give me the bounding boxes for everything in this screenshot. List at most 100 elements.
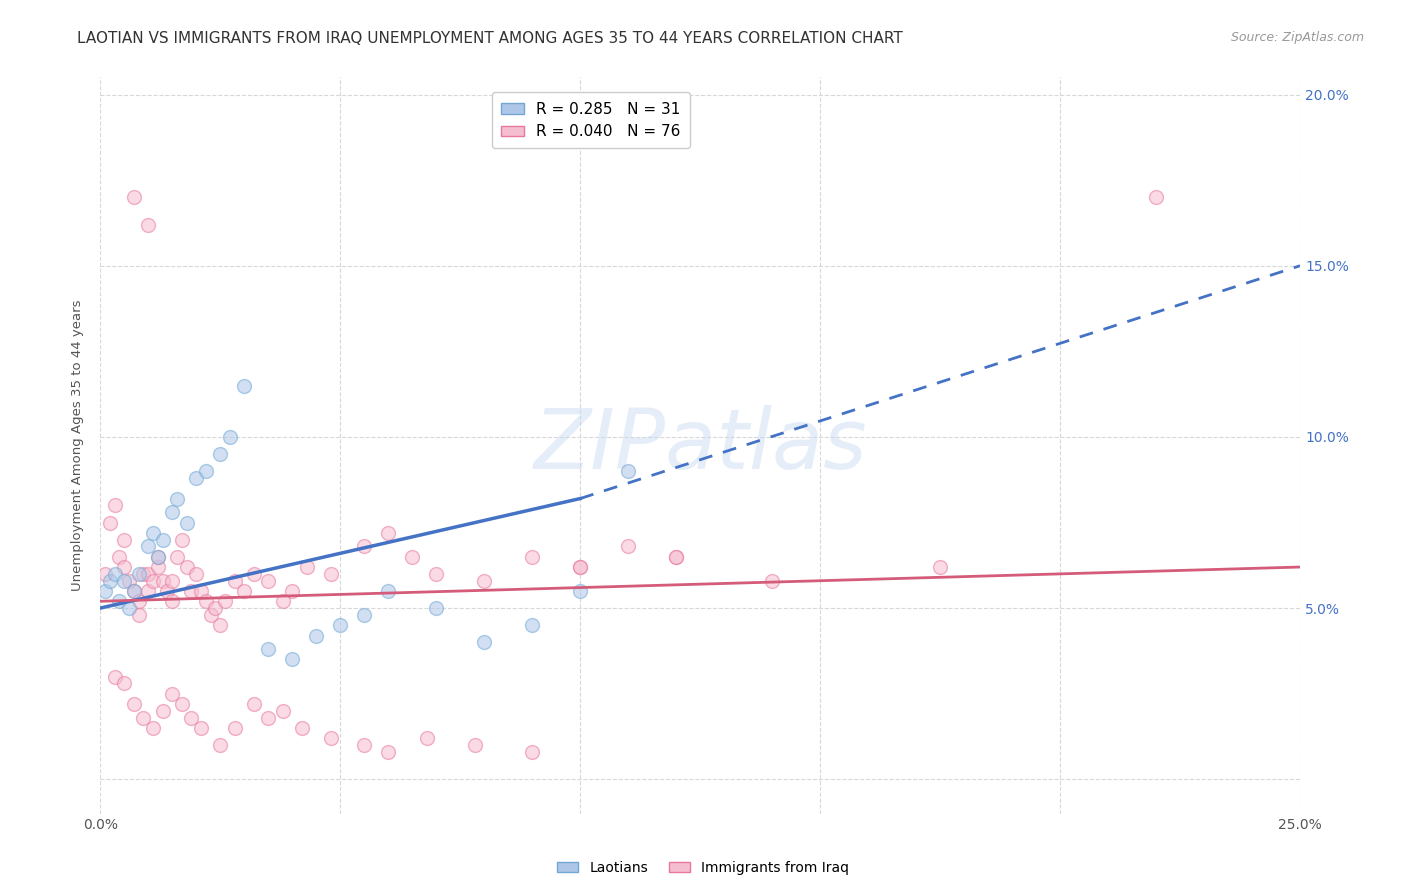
Point <box>209 618 232 632</box>
Point <box>271 704 294 718</box>
Point <box>122 190 145 204</box>
Point <box>214 594 236 608</box>
Text: ZIPatlas: ZIPatlas <box>533 405 868 486</box>
Point <box>319 731 342 746</box>
Point <box>122 584 145 599</box>
Point <box>209 447 232 461</box>
Point <box>257 711 280 725</box>
Point <box>190 721 212 735</box>
Point <box>377 525 399 540</box>
Point <box>472 635 495 649</box>
Point <box>200 607 222 622</box>
Point <box>118 601 141 615</box>
Point <box>353 540 375 554</box>
Point <box>112 574 135 588</box>
Point <box>170 697 193 711</box>
Point <box>520 549 543 564</box>
Point <box>132 711 155 725</box>
Point <box>176 516 198 530</box>
Point <box>160 505 183 519</box>
Point <box>761 574 783 588</box>
Point <box>305 628 328 642</box>
Text: Source: ZipAtlas.com: Source: ZipAtlas.com <box>1230 31 1364 45</box>
Point <box>98 516 121 530</box>
Point <box>160 594 183 608</box>
Point <box>464 738 486 752</box>
Point <box>142 721 165 735</box>
Point <box>128 607 150 622</box>
Point <box>233 584 256 599</box>
Point <box>665 549 688 564</box>
Point <box>136 218 159 232</box>
Point <box>160 574 183 588</box>
Point <box>520 618 543 632</box>
Point <box>104 499 127 513</box>
Point <box>204 601 226 615</box>
Point <box>415 731 437 746</box>
Point <box>569 560 592 574</box>
Point <box>160 687 183 701</box>
Point <box>319 566 342 581</box>
Point <box>243 697 266 711</box>
Point <box>122 697 145 711</box>
Point <box>194 464 217 478</box>
Point <box>146 549 169 564</box>
Point <box>190 584 212 599</box>
Point <box>377 584 399 599</box>
Point <box>291 721 314 735</box>
Point <box>152 704 174 718</box>
Legend: R = 0.285   N = 31, R = 0.040   N = 76: R = 0.285 N = 31, R = 0.040 N = 76 <box>492 93 690 148</box>
Point <box>128 594 150 608</box>
Point <box>401 549 423 564</box>
Text: LAOTIAN VS IMMIGRANTS FROM IRAQ UNEMPLOYMENT AMONG AGES 35 TO 44 YEARS CORRELATI: LAOTIAN VS IMMIGRANTS FROM IRAQ UNEMPLOY… <box>77 31 903 46</box>
Point <box>118 574 141 588</box>
Point <box>108 594 131 608</box>
Legend: Laotians, Immigrants from Iraq: Laotians, Immigrants from Iraq <box>551 855 855 880</box>
Point <box>142 574 165 588</box>
Point <box>218 430 240 444</box>
Point <box>665 549 688 564</box>
Point <box>128 566 150 581</box>
Point <box>271 594 294 608</box>
Point <box>569 560 592 574</box>
Point <box>142 525 165 540</box>
Point <box>257 574 280 588</box>
Point <box>233 378 256 392</box>
Point <box>377 745 399 759</box>
Point <box>425 566 447 581</box>
Point <box>617 464 640 478</box>
Point <box>194 594 217 608</box>
Point <box>617 540 640 554</box>
Point <box>224 721 246 735</box>
Point <box>98 574 121 588</box>
Point <box>569 584 592 599</box>
Point <box>136 566 159 581</box>
Point <box>108 549 131 564</box>
Point <box>166 491 188 506</box>
Point <box>329 618 352 632</box>
Point <box>112 533 135 547</box>
Point <box>104 670 127 684</box>
Point <box>186 566 208 581</box>
Point <box>257 642 280 657</box>
Point <box>180 711 202 725</box>
Point <box>186 471 208 485</box>
Point <box>929 560 952 574</box>
Point <box>472 574 495 588</box>
Point <box>353 738 375 752</box>
Point <box>112 560 135 574</box>
Point <box>243 566 266 581</box>
Point <box>1144 190 1167 204</box>
Point <box>281 652 304 666</box>
Point <box>180 584 202 599</box>
Point <box>152 533 174 547</box>
Y-axis label: Unemployment Among Ages 35 to 44 years: Unemployment Among Ages 35 to 44 years <box>72 300 84 591</box>
Point <box>136 540 159 554</box>
Point <box>224 574 246 588</box>
Point <box>156 584 179 599</box>
Point <box>353 607 375 622</box>
Point <box>425 601 447 615</box>
Point <box>146 549 169 564</box>
Point <box>281 584 304 599</box>
Point <box>104 566 127 581</box>
